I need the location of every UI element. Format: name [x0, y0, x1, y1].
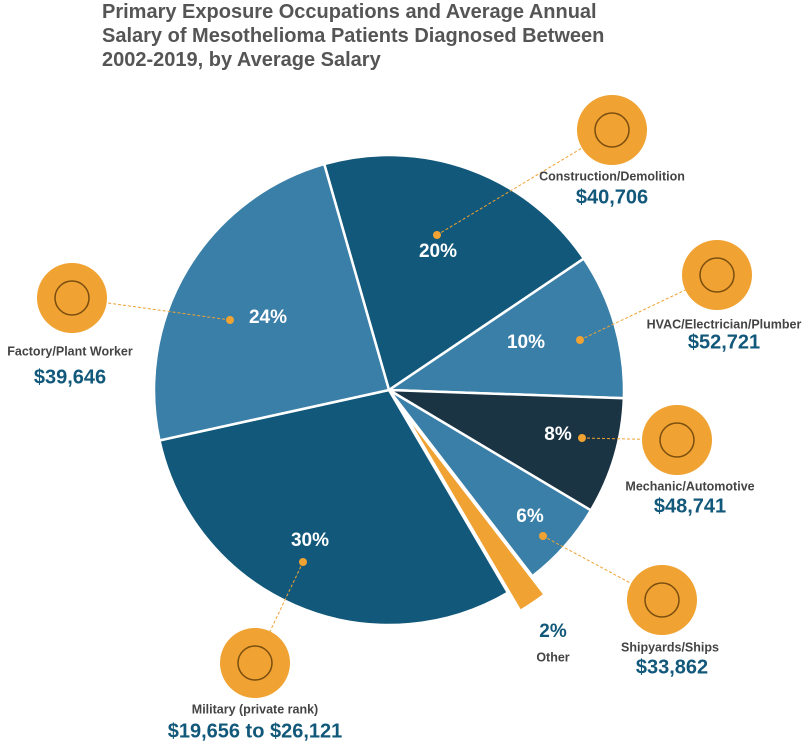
- value-label: 30%: [291, 530, 329, 551]
- value-label: 10%: [507, 332, 545, 353]
- icon: [577, 95, 647, 165]
- icon-glyph: [237, 645, 273, 681]
- icon: [642, 405, 712, 475]
- value-label: 6%: [516, 506, 544, 527]
- category-label: HVAC/Electrician/Plumber: [647, 317, 802, 331]
- icon: [220, 628, 290, 698]
- value-label: 24%: [249, 307, 287, 328]
- pie-slice: [157, 388, 510, 627]
- leader-dot: [226, 316, 234, 324]
- pie-slice: [385, 256, 626, 400]
- salary-label: $48,741: [654, 495, 726, 517]
- chart-title: Primary Exposure Occupations and Average…: [102, 1, 605, 71]
- icon-glyph: [594, 112, 630, 148]
- leader-dot: [539, 532, 547, 540]
- leader-line: [581, 437, 678, 441]
- category-label: Shipyards/Ships: [621, 640, 719, 654]
- category-label: Other: [536, 650, 569, 664]
- category-label: Military (private rank): [192, 702, 318, 716]
- salary-label: $39,646: [34, 366, 106, 388]
- value-label: 20%: [419, 241, 457, 262]
- pie-slice: [388, 388, 626, 513]
- leader-dot: [576, 336, 584, 344]
- value-label: 8%: [544, 424, 572, 445]
- value-label: 2%: [539, 621, 567, 642]
- pie-slice: [322, 153, 586, 392]
- leader-dot: [433, 231, 441, 239]
- salary-label: $52,721: [688, 331, 760, 353]
- category-label: Construction/Demolition: [539, 169, 685, 183]
- icon-glyph: [699, 257, 735, 293]
- icon-glyph: [659, 422, 695, 458]
- category-label: Factory/Plant Worker: [7, 344, 133, 358]
- icon: [682, 240, 752, 310]
- pie-slice: [152, 162, 391, 442]
- leader-line: [254, 561, 304, 664]
- pie-slice: [388, 388, 593, 578]
- category-label: Mechanic/Automotive: [625, 479, 754, 493]
- leader-dot: [578, 434, 586, 442]
- salary-label: $40,706: [576, 186, 648, 208]
- leader-dot: [299, 558, 307, 566]
- icon-glyph: [54, 280, 90, 316]
- pie-slice: [400, 407, 547, 613]
- salary-label: $33,862: [636, 656, 708, 678]
- icon-glyph: [644, 582, 680, 618]
- salary-label: $19,656 to $26,121: [168, 720, 343, 742]
- icon: [37, 263, 107, 333]
- icon: [627, 565, 697, 635]
